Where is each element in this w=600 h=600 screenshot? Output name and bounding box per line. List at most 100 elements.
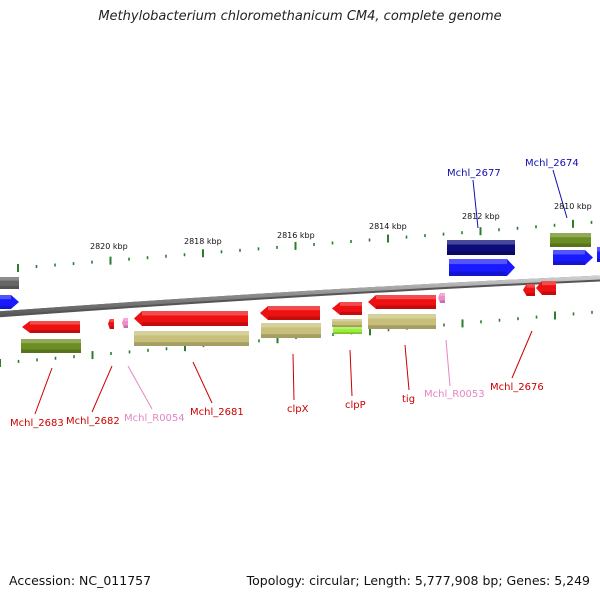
scale-label: 2814 kbp (369, 222, 407, 231)
gene-tig-body (368, 295, 436, 309)
gene-label: Mchl_2676 (490, 382, 544, 393)
gene-label: clpP (345, 400, 366, 411)
cog-bar-grey-highlight (0, 277, 19, 281)
gene-edge (597, 247, 600, 262)
gene-label: clpX (287, 404, 309, 415)
gene-mchl-2681 (134, 311, 248, 326)
rna-mchl-r0054-shade (123, 325, 128, 328)
gene-mchl-2676-b-highlight (542, 281, 556, 286)
rna-mchl-r0053-shade (440, 300, 445, 303)
gene-mchl-2683 (22, 321, 80, 333)
cog-bar-grey-shade (0, 286, 19, 289)
cog-bar-khaki-body (134, 331, 249, 346)
cog-bar-lime (333, 327, 362, 334)
gene-clpp-shade (340, 311, 362, 315)
cog-bar-khaki-body (368, 314, 436, 329)
cog-bar-khaki-shade (332, 325, 362, 327)
rna-mchl-r0054-body (122, 318, 128, 328)
gene-label: Mchl_2681 (190, 407, 244, 418)
cog-bar-khaki (134, 331, 249, 346)
gene-mchl-2682-body (108, 319, 114, 329)
cog-bar-khaki-highlight (261, 323, 321, 328)
gene-edge-body (597, 247, 600, 262)
cog-bar-khaki-shade (134, 342, 249, 346)
rna-mchl-r0054 (122, 318, 128, 328)
gene-edge-highlight (597, 247, 600, 252)
scale-label: 2810 kbp (554, 202, 592, 211)
gene-leader-line (472, 179, 479, 229)
gene-tig (368, 295, 436, 309)
gene-mchl-2682-shade (109, 326, 114, 329)
gene-mchl-2681-highlight (142, 311, 248, 316)
gene-label: Mchl_2674 (525, 158, 579, 169)
gene-label: Mchl_2682 (66, 416, 120, 427)
cog-bar-grey-body (0, 277, 19, 289)
gene-mchl-2677-shade (449, 271, 507, 276)
gene-mchl-2674 (553, 250, 593, 265)
gene-leader-line (192, 361, 213, 404)
gene-label: Mchl_R0053 (424, 389, 485, 400)
gene-clpp-body (332, 302, 362, 315)
gene-mchl-2682-highlight (109, 319, 114, 322)
gene-label: Mchl_R0054 (124, 413, 185, 424)
cog-bar-khaki (332, 319, 362, 327)
gene-mchl-2674-body (553, 250, 593, 265)
genome-backbone (0, 275, 600, 316)
gene-leader-line (511, 330, 533, 379)
gene-mchl-2676-b-body (536, 281, 556, 295)
gene-clpx-highlight (268, 306, 320, 311)
gene-mchl-2682 (108, 319, 114, 329)
scale-label: 2816 kbp (277, 231, 315, 240)
cog-bar-lime-shade (333, 332, 362, 334)
gene-leader-line (127, 365, 153, 410)
cog-bar-olive (21, 339, 81, 353)
scale-label: 2812 kbp (462, 212, 500, 221)
cog-bar-navy-shade (447, 251, 515, 255)
gene-clpx-shade (268, 316, 320, 320)
gene-clpx-body (260, 306, 320, 320)
gene-edge-left-body (0, 295, 19, 309)
gene-leader-line (349, 349, 353, 397)
rna-mchl-r0054-highlight (123, 318, 128, 321)
cog-bar-olive-highlight (550, 233, 591, 238)
gene-mchl-2677-highlight (449, 259, 507, 265)
gene-edge-left-shade (0, 305, 11, 309)
cog-bar-olive (550, 233, 591, 247)
gene-edge-shade (597, 258, 600, 262)
genome-summary: Topology: circular; Length: 5,777,908 bp… (246, 573, 590, 588)
rna-mchl-r0053 (438, 293, 445, 303)
cog-bar-olive-body (21, 339, 81, 353)
cog-bar-khaki-body (332, 319, 362, 327)
gene-mchl-2676-a-highlight (526, 284, 535, 288)
gene-leader-line (445, 339, 451, 387)
gene-leader-line (404, 344, 410, 391)
scale-label: 2820 kbp (90, 242, 128, 251)
cog-bar-khaki (261, 323, 321, 338)
cog-bar-khaki-highlight (368, 314, 436, 319)
cog-bar-navy (447, 240, 515, 255)
cog-bar-khaki-shade (261, 334, 321, 338)
cog-bar-khaki-body (261, 323, 321, 338)
gene-clpx (260, 306, 320, 320)
scale-label: 2818 kbp (184, 237, 222, 246)
gene-mchl-2676-a-shade (526, 293, 535, 296)
gene-leader-line (91, 365, 113, 413)
gene-leader-line (34, 367, 53, 415)
gene-mchl-2683-shade (30, 330, 80, 333)
gene-mchl-2681-body (134, 311, 248, 326)
cog-bar-olive-body (550, 233, 591, 247)
gene-label: Mchl_2683 (10, 418, 64, 429)
rna-mchl-r0053-body (438, 293, 445, 303)
gene-mchl-2677 (449, 259, 515, 276)
gene-mchl-2677-body (449, 259, 515, 276)
gene-mchl-2676-a (523, 284, 535, 296)
gene-clpp (332, 302, 362, 315)
cog-bar-navy-body (447, 240, 515, 255)
gene-mchl-2676-b (536, 281, 556, 295)
cog-bar-olive-shade (21, 349, 81, 353)
cog-bar-olive-highlight (21, 339, 81, 344)
gene-clpp-highlight (340, 302, 362, 306)
cog-bar-grey (0, 277, 19, 289)
cog-bar-khaki-shade (368, 325, 436, 329)
